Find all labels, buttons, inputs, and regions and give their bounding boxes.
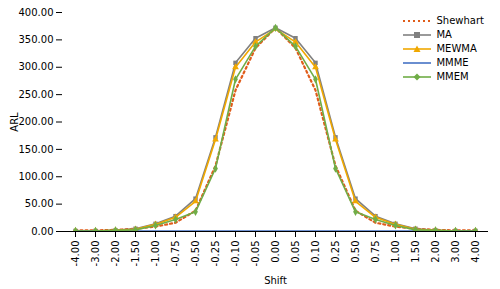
html-text:MEWMA: MEWMA bbox=[436, 43, 477, 54]
svg-text:4.00: 4.00 bbox=[470, 241, 481, 263]
svg-text:0.75: 0.75 bbox=[370, 241, 381, 263]
svg-text:-0.50: -0.50 bbox=[190, 241, 201, 267]
svg-text:150.00: 150.00 bbox=[19, 144, 54, 155]
svg-text:-3.00: -3.00 bbox=[90, 241, 101, 267]
svg-text:0.10: 0.10 bbox=[310, 241, 321, 263]
html-text:MMME: MMME bbox=[436, 57, 469, 68]
svg-text:2.00: 2.00 bbox=[430, 241, 441, 263]
svg-text:-1.00: -1.00 bbox=[150, 241, 161, 267]
svg-text:350.00: 350.00 bbox=[19, 34, 54, 45]
svg-text:0.00: 0.00 bbox=[31, 226, 53, 237]
svg-text:3.00: 3.00 bbox=[450, 241, 461, 263]
svg-text:100.00: 100.00 bbox=[19, 171, 54, 182]
svg-text:ARL: ARL bbox=[9, 112, 20, 132]
svg-text:0.50: 0.50 bbox=[350, 241, 361, 263]
svg-text:0.25: 0.25 bbox=[330, 241, 341, 263]
svg-text:-1.50: -1.50 bbox=[130, 241, 141, 267]
svg-text:-0.75: -0.75 bbox=[170, 241, 181, 267]
html-text:MA: MA bbox=[436, 29, 452, 40]
svg-text:-0.10: -0.10 bbox=[230, 241, 241, 267]
svg-text:50.00: 50.00 bbox=[25, 198, 54, 209]
svg-text:0.00: 0.00 bbox=[270, 241, 281, 263]
svg-text:-4.00: -4.00 bbox=[70, 241, 81, 267]
html-text:MMEM: MMEM bbox=[436, 71, 469, 82]
svg-text:-0.05: -0.05 bbox=[250, 241, 261, 267]
svg-text:300.00: 300.00 bbox=[19, 61, 54, 72]
html-text:Shewhart: Shewhart bbox=[436, 15, 484, 26]
svg-text:1.50: 1.50 bbox=[410, 241, 421, 263]
svg-text:-2.00: -2.00 bbox=[110, 241, 121, 267]
svg-text:1.00: 1.00 bbox=[390, 241, 401, 263]
svg-text:Shift: Shift bbox=[264, 275, 287, 286]
svg-text:200.00: 200.00 bbox=[19, 116, 54, 127]
svg-text:400.00: 400.00 bbox=[19, 7, 54, 18]
svg-text:0.05: 0.05 bbox=[290, 241, 301, 263]
svg-text:250.00: 250.00 bbox=[19, 89, 54, 100]
svg-text:-0.25: -0.25 bbox=[210, 241, 221, 267]
